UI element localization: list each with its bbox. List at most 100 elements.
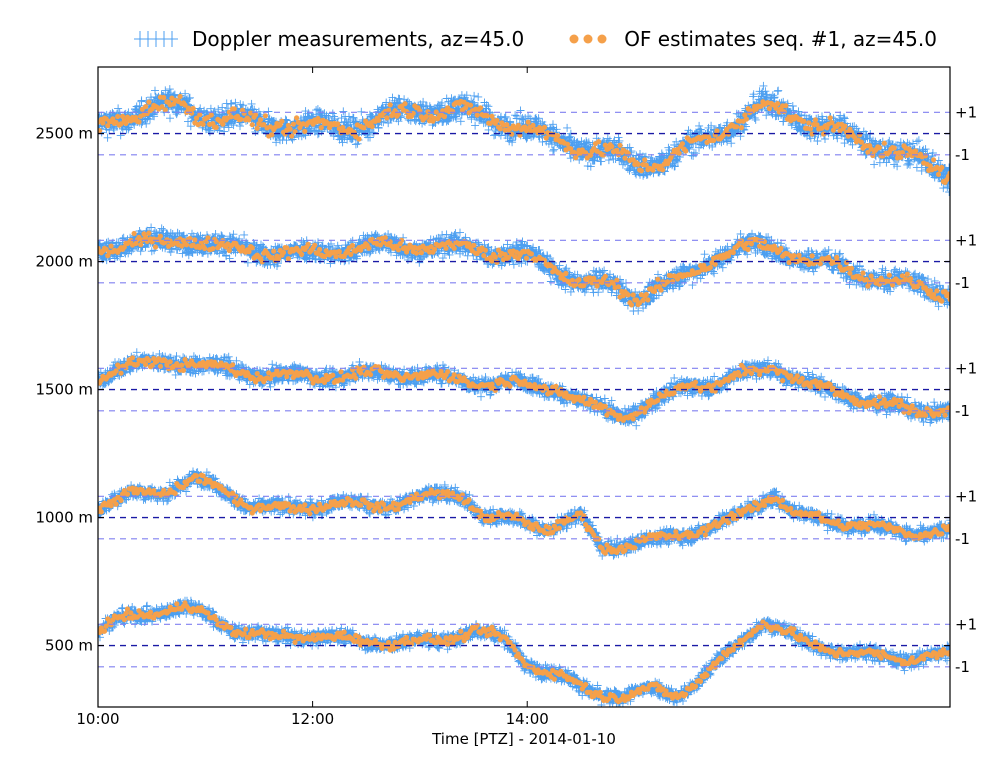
- of-point: [712, 519, 718, 525]
- of-point: [341, 629, 347, 635]
- of-point: [326, 125, 333, 131]
- of-point: [515, 122, 521, 129]
- of-point: [124, 491, 131, 497]
- of-point: [174, 601, 180, 607]
- band-label-upper-1500: +1: [955, 359, 977, 377]
- of-point: [349, 242, 356, 249]
- of-point: [945, 291, 950, 297]
- of-point: [123, 120, 129, 126]
- of-point: [617, 142, 623, 148]
- of-point: [660, 167, 666, 173]
- of-point: [830, 127, 837, 133]
- of-point: [105, 123, 111, 129]
- of-point: [471, 242, 477, 248]
- y-tick-label-1000: 1000 m: [35, 509, 93, 527]
- of-point: [466, 241, 472, 247]
- of-point: [638, 168, 645, 174]
- of-point: [520, 658, 526, 665]
- of-point: [719, 656, 725, 662]
- of-point: [594, 283, 600, 289]
- of-point: [546, 525, 553, 531]
- of-point: [290, 504, 296, 510]
- band-label-upper-500: +1: [955, 615, 977, 633]
- of-point: [297, 503, 303, 509]
- of-point: [939, 531, 945, 537]
- band-label-lower-500: -1: [955, 658, 970, 676]
- of-point: [197, 112, 203, 118]
- of-point: [482, 247, 488, 253]
- of-point: [778, 245, 784, 251]
- of-point: [267, 376, 273, 382]
- of-point: [530, 526, 536, 532]
- of-point: [310, 632, 316, 638]
- of-point: [814, 122, 820, 128]
- of-point: [523, 255, 530, 261]
- of-point: [474, 622, 480, 628]
- of-point: [619, 544, 625, 550]
- of-point: [683, 148, 689, 154]
- of-point: [839, 389, 845, 395]
- of-point: [358, 370, 364, 376]
- of-point: [791, 626, 797, 632]
- doppler-marks-2000: [98, 223, 950, 315]
- of-point: [231, 106, 237, 112]
- of-point: [730, 249, 736, 256]
- of-point: [899, 150, 906, 156]
- of-point: [737, 373, 743, 379]
- legend-swatch-doppler: [134, 31, 178, 47]
- of-point: [189, 110, 195, 116]
- of-point: [381, 501, 387, 507]
- of-point: [788, 505, 794, 511]
- y-tick-label-2000: 2000 m: [35, 253, 93, 271]
- of-point: [844, 260, 850, 266]
- of-point: [602, 403, 608, 409]
- of-point: [241, 631, 247, 637]
- of-point: [775, 101, 781, 107]
- of-point: [257, 508, 264, 514]
- of-point: [650, 167, 656, 173]
- of-point: [789, 630, 796, 637]
- of-point: [193, 115, 200, 121]
- of-point: [226, 247, 232, 254]
- of-point: [707, 264, 713, 270]
- of-point: [891, 145, 897, 151]
- of-point: [743, 116, 750, 122]
- of-point: [246, 117, 252, 123]
- of-point: [781, 109, 787, 115]
- of-point: [834, 254, 840, 261]
- of-point: [213, 239, 219, 245]
- of-point: [865, 149, 871, 155]
- of-point: [172, 490, 178, 497]
- of-point: [367, 372, 374, 378]
- of-point: [673, 529, 679, 535]
- of-point: [530, 122, 536, 128]
- of-point: [674, 276, 681, 282]
- of-point: [361, 364, 367, 370]
- of-point: [922, 153, 929, 159]
- of-point: [451, 372, 457, 378]
- of-point: [632, 545, 638, 551]
- of-point: [766, 105, 773, 112]
- x-tick-label-10: 10:00: [76, 710, 119, 728]
- of-point: [730, 375, 736, 381]
- of-point: [496, 247, 502, 253]
- of-point: [489, 113, 495, 119]
- of-point: [423, 636, 429, 642]
- of-point: [605, 696, 612, 702]
- of-point: [147, 609, 154, 615]
- of-point: [312, 242, 318, 248]
- of-point: [630, 292, 636, 298]
- of-point: [146, 230, 152, 236]
- y-tick-label-2500: 2500 m: [35, 125, 93, 143]
- of-point: [730, 647, 736, 653]
- of-point: [783, 103, 789, 109]
- of-point: [120, 113, 126, 119]
- of-point: [118, 497, 124, 503]
- of-point: [180, 367, 186, 373]
- series-1500: [98, 348, 950, 430]
- of-point: [159, 104, 165, 110]
- of-point: [881, 140, 887, 146]
- of-point: [939, 164, 945, 171]
- of-point: [742, 371, 748, 377]
